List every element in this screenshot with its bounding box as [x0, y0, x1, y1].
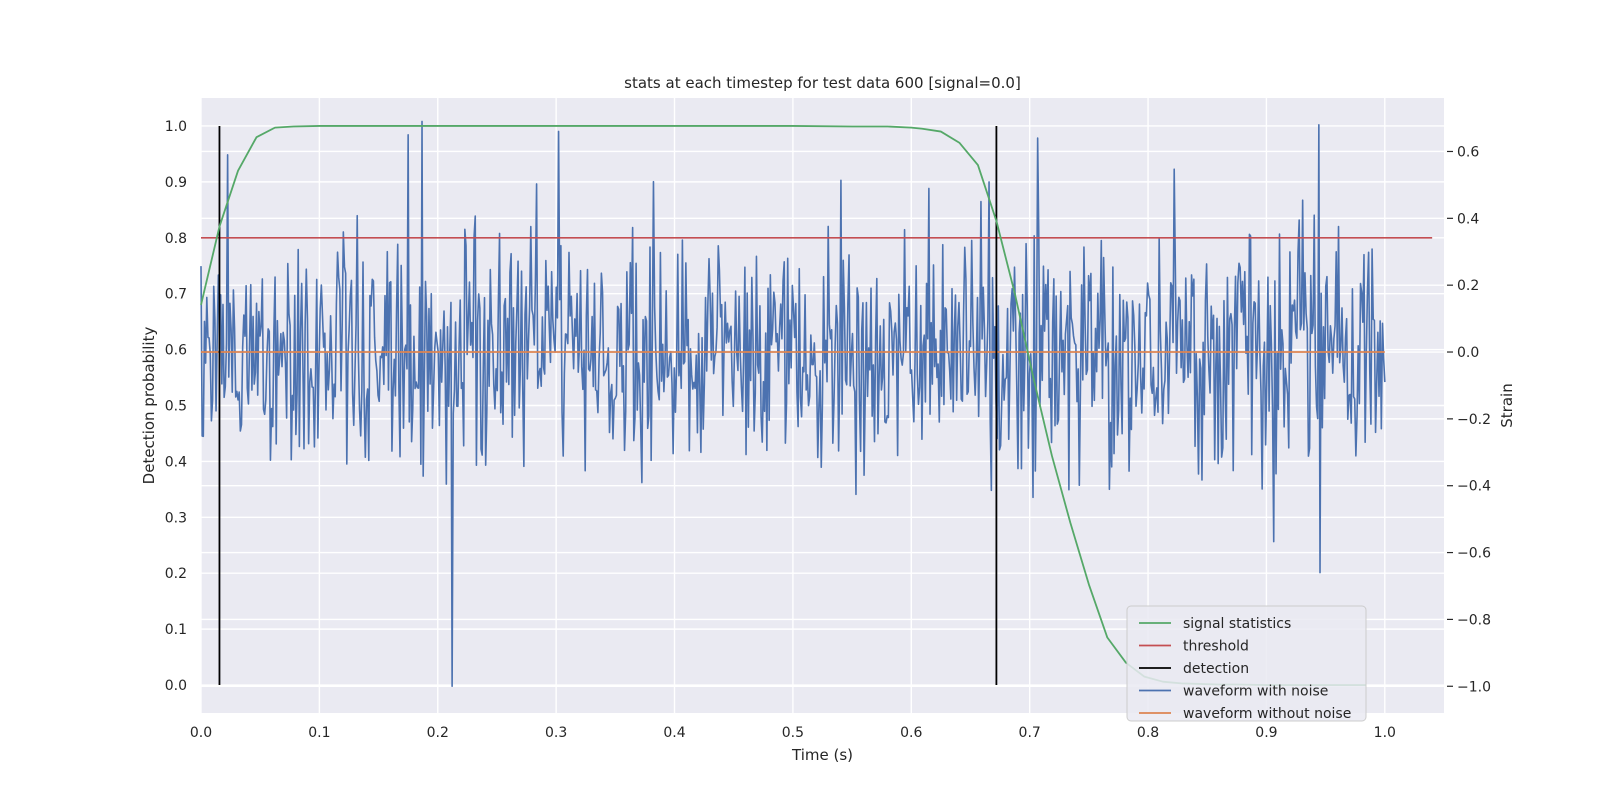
- y-tick-label: 0.0: [165, 678, 187, 694]
- y-tick-label: 0.7: [165, 287, 187, 303]
- legend-label: threshold: [1183, 639, 1249, 655]
- legend-label: waveform without noise: [1183, 706, 1351, 722]
- waveform-with-noise-series: [200, 120, 1386, 688]
- series-line-waveform-with-noise: [200, 120, 1386, 688]
- y2-tick-label: −0.2: [1457, 412, 1491, 428]
- legend-label: detection: [1183, 661, 1249, 677]
- y2-tick-label: −1.0: [1457, 679, 1491, 695]
- y-tick-label: 0.1: [165, 622, 187, 638]
- y2-tick-label: 0.4: [1457, 211, 1479, 227]
- x-axis-label: Time (s): [791, 746, 853, 764]
- y2-tick-label: 0.2: [1457, 278, 1479, 294]
- y-tick-label: 0.6: [165, 343, 187, 359]
- x-tick-label: 0.0: [190, 725, 212, 741]
- y-tick-label: 0.9: [165, 175, 187, 191]
- x-tick-label: 0.7: [1019, 725, 1041, 741]
- legend: signal statistics threshold detection wavef…: [1126, 605, 1367, 722]
- y2-tick-label: 0.6: [1457, 144, 1479, 160]
- legend-label: waveform with noise: [1183, 684, 1328, 700]
- y-tick-label: 0.8: [165, 231, 187, 247]
- chart-title: stats at each timestep for test data 600…: [624, 74, 1021, 92]
- y-axis-ticks: 0.0 0.1 0.2 0.3 0.4 0.5 0.6 0.7 0.8 0.9 1.0: [165, 119, 187, 694]
- y2-tick-label: 0.0: [1457, 345, 1479, 361]
- y-axis-label: Detection probability: [140, 327, 158, 485]
- x-tick-label: 0.8: [1137, 725, 1159, 741]
- x-tick-label: 0.1: [308, 725, 330, 741]
- legend-label: signal statistics: [1183, 616, 1291, 632]
- y2-tick-label: −0.8: [1457, 612, 1491, 628]
- y-tick-label: 0.5: [165, 399, 187, 415]
- x-axis-ticks: 0.0 0.1 0.2 0.3 0.4 0.5 0.6 0.7 0.8 0.9 1.0: [190, 725, 1396, 741]
- y-tick-label: 0.3: [165, 510, 187, 526]
- y2-tick-label: −0.6: [1457, 546, 1491, 562]
- y2-tick-label: −0.4: [1457, 479, 1491, 495]
- x-tick-label: 0.4: [663, 725, 685, 741]
- y-tick-label: 0.4: [165, 454, 187, 470]
- x-tick-label: 1.0: [1374, 725, 1396, 741]
- y2-axis-ticks: −1.0 −0.8 −0.6 −0.4 −0.2 0.0 0.2 0.4 0.6: [1447, 144, 1491, 695]
- y-tick-label: 0.2: [165, 566, 187, 582]
- y2-axis-label: Strain: [1498, 383, 1516, 427]
- x-tick-label: 0.9: [1255, 725, 1277, 741]
- x-tick-label: 0.5: [782, 725, 804, 741]
- x-tick-label: 0.2: [427, 725, 449, 741]
- x-tick-label: 0.6: [900, 725, 922, 741]
- x-tick-label: 0.3: [545, 725, 567, 741]
- legend-box: [1126, 605, 1367, 722]
- y-tick-label: 1.0: [165, 119, 187, 135]
